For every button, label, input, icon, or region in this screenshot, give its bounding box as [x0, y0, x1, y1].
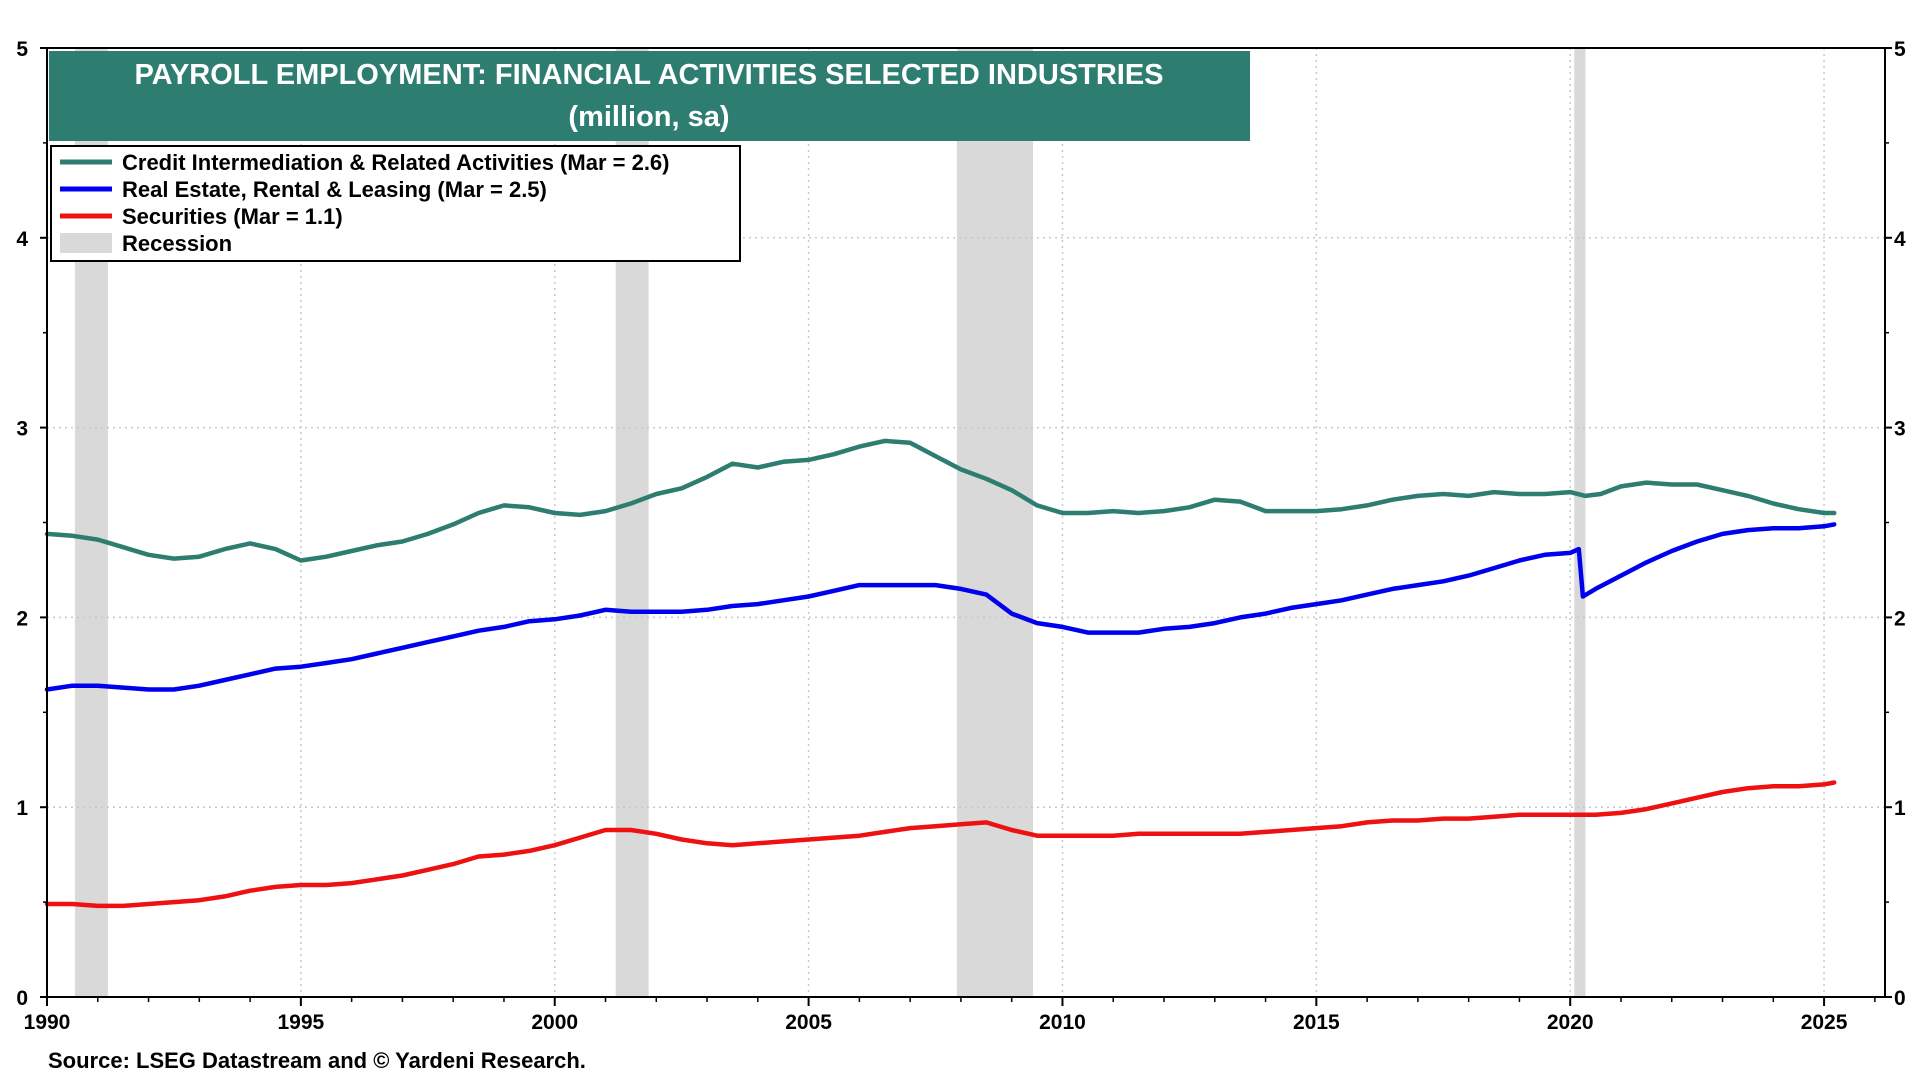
legend-box — [50, 145, 741, 262]
x-tick-label-1: 1995 — [278, 1011, 325, 1034]
y-tick-label-left-4: 4 — [16, 228, 28, 251]
series-line-securities — [44, 780, 1837, 909]
chart-title: PAYROLL EMPLOYMENT: FINANCIAL ACTIVITIES… — [134, 59, 1163, 91]
y-tick-label-left-0: 0 — [16, 987, 28, 1010]
x-tick-label-0: 1990 — [24, 1011, 71, 1034]
x-tick-label-2: 2000 — [531, 1011, 578, 1034]
legend-label-credit: Credit Intermediation & Related Activiti… — [122, 150, 670, 175]
chart-subtitle: (million, sa) — [568, 101, 729, 133]
axes: 0 0 1 1 2 2 3 3 4 4 5 5 1990 1995 2000 2005 2010 2015 2020… — [16, 38, 1906, 1034]
y-tick-label-right-0: 0 — [1894, 987, 1906, 1010]
source-note: Source: LSEG Datastream and © Yardeni Re… — [48, 1048, 586, 1073]
y-tick-label-left-1: 1 — [16, 797, 28, 820]
y-tick-label-right-1: 1 — [1894, 797, 1906, 820]
x-tick-label-4: 2010 — [1039, 1011, 1086, 1034]
legend-label-realestate: Real Estate, Rental & Leasing (Mar = 2.5… — [122, 177, 547, 202]
recession-band-2 — [956, 48, 1034, 997]
series-line-realestate — [44, 522, 1837, 692]
y-tick-label-right-4: 4 — [1894, 228, 1906, 251]
y-tick-label-right-5: 5 — [1894, 38, 1906, 61]
gridlines — [47, 48, 1885, 997]
y-tick-label-left-2: 2 — [16, 607, 28, 630]
y-tick-label-left-5: 5 — [16, 38, 28, 61]
title-background — [49, 51, 1250, 141]
legend-swatch-recession — [60, 233, 112, 253]
recession-band-3 — [1574, 48, 1586, 997]
x-tick-label-3: 2005 — [785, 1011, 832, 1034]
x-tick-label-5: 2015 — [1293, 1011, 1340, 1034]
series-line-credit — [44, 438, 1837, 563]
series-lines — [44, 438, 1837, 909]
legend: Credit Intermediation & Related Activiti… — [50, 145, 741, 262]
y-tick-label-right-2: 2 — [1894, 607, 1906, 630]
title-box: PAYROLL EMPLOYMENT: FINANCIAL ACTIVITIES… — [49, 51, 1250, 141]
legend-label-recession: Recession — [122, 231, 232, 256]
x-tick-label-6: 2020 — [1547, 1011, 1594, 1034]
y-tick-label-right-3: 3 — [1894, 418, 1906, 441]
y-tick-label-left-3: 3 — [16, 418, 28, 441]
x-tick-label-7: 2025 — [1801, 1011, 1848, 1034]
legend-label-securities: Securities (Mar = 1.1) — [122, 204, 343, 229]
